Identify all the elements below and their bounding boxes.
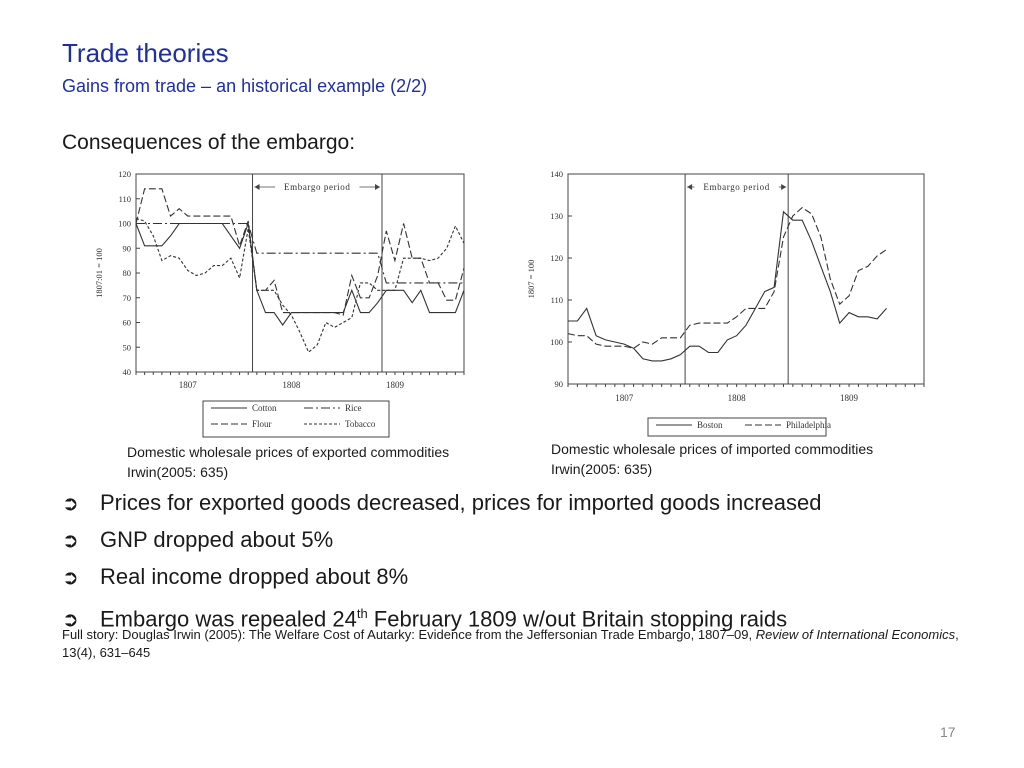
y-tick-label: 100 xyxy=(550,337,563,347)
y-tick-label: 40 xyxy=(123,367,132,377)
plot-frame xyxy=(567,173,925,385)
embargo-period-label: Embargo period xyxy=(284,182,350,192)
arrow-right-icon: ➲ xyxy=(62,567,79,589)
caption-source: Irwin(2005: 635) xyxy=(127,464,229,480)
caption-title: Domestic wholesale prices of imported co… xyxy=(551,441,874,457)
legend-label: Boston xyxy=(697,420,723,430)
x-tick-label: 1809 xyxy=(840,393,859,403)
x-tick-label: 1808 xyxy=(728,393,747,403)
caption-title: Domestic wholesale prices of exported co… xyxy=(127,444,450,460)
consequences-list: ➲ Prices for exported goods decreased, pr… xyxy=(62,485,822,638)
plot-frame xyxy=(135,173,465,373)
legend-box xyxy=(647,417,827,437)
y-tick-label: 120 xyxy=(118,169,131,179)
imported-prices-chart: 90 100 110 120 130 140 1807 1808 1809 1807 = 100 E… xyxy=(526,169,925,437)
journal-name: Review of International Economics xyxy=(755,627,956,642)
embargo-arrow-right-icon xyxy=(375,184,380,190)
y-tick-label: 110 xyxy=(119,194,131,204)
legend-label: Flour xyxy=(252,419,272,429)
y-tick-label: 90 xyxy=(123,243,132,253)
embargo-arrow-left-icon xyxy=(687,184,693,190)
arrow-right-icon: ➲ xyxy=(62,609,79,632)
embargo-period-label: Embargo period xyxy=(703,182,769,192)
x-tick-label: 1809 xyxy=(386,380,405,390)
arrow-right-icon: ➲ xyxy=(62,493,79,515)
y-tick-label: 60 xyxy=(123,318,132,328)
embargo-label-bg xyxy=(275,181,360,192)
series-line-flour xyxy=(135,188,465,316)
y-tick-label: 90 xyxy=(555,379,564,389)
y-tick-label: 130 xyxy=(550,211,563,221)
caption-source: Irwin(2005: 635) xyxy=(551,461,653,477)
x-tick-label: 1807 xyxy=(615,393,634,403)
slide-subtitle: Gains from trade – an historical example… xyxy=(62,76,428,96)
exported-chart-caption: Domestic wholesale prices of exported co… xyxy=(127,442,449,482)
page-number: 17 xyxy=(940,724,956,740)
y-tick-label: 140 xyxy=(550,169,563,179)
series-line-philadelphia xyxy=(567,206,887,349)
slide-title: Trade theories xyxy=(62,38,229,68)
y-axis-label: 1807:01 = 100 xyxy=(94,248,104,298)
series-line-cotton xyxy=(135,222,465,326)
embargo-arrow-left-icon xyxy=(254,184,260,190)
series-line-boston xyxy=(568,210,887,362)
series-line-tobacco xyxy=(135,217,465,354)
section-heading: Consequences of the embargo: xyxy=(62,131,356,154)
embargo-label-bg xyxy=(694,181,779,192)
list-item: ➲ Real income dropped about 8% xyxy=(62,559,822,596)
y-tick-label: 120 xyxy=(550,253,563,263)
exported-prices-chart: 40 50 60 70 80 90 100 110 120 1807 1808 1809 1807:01… xyxy=(94,169,465,438)
list-item: ➲ GNP dropped about 5% xyxy=(62,522,822,559)
y-tick-label: 70 xyxy=(123,293,132,303)
footnote: Full story: Douglas Irwin (2005): The We… xyxy=(62,627,959,660)
legend-label: Philadelphia xyxy=(786,420,831,430)
y-axis-label: 1807 = 100 xyxy=(526,260,536,299)
list-item: ➲ Embargo was repealed 24th February 1809… xyxy=(62,596,822,638)
legend-label: Rice xyxy=(345,403,362,413)
list-item: ➲ Prices for exported goods decreased, pr… xyxy=(62,485,822,522)
arrow-right-icon: ➲ xyxy=(62,530,79,552)
y-tick-label: 100 xyxy=(118,219,131,229)
embargo-arrow-right-icon xyxy=(781,184,787,190)
legend-label: Cotton xyxy=(252,403,277,413)
series-line-rice xyxy=(136,222,464,284)
legend-box xyxy=(202,400,390,438)
legend-label: Tobacco xyxy=(345,419,376,429)
x-tick-label: 1808 xyxy=(282,380,301,390)
y-tick-label: 50 xyxy=(123,342,132,352)
x-tick-label: 1807 xyxy=(179,380,198,390)
imported-chart-caption: Domestic wholesale prices of imported co… xyxy=(551,439,873,479)
y-tick-label: 110 xyxy=(551,295,563,305)
y-tick-label: 80 xyxy=(123,268,132,278)
